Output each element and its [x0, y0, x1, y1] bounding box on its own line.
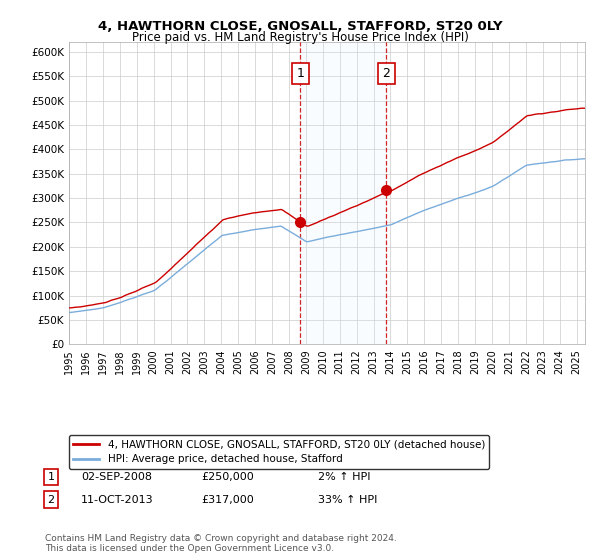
Text: 33% ↑ HPI: 33% ↑ HPI: [318, 494, 377, 505]
Text: 2: 2: [382, 67, 390, 80]
Text: 1: 1: [296, 67, 304, 80]
Text: 11-OCT-2013: 11-OCT-2013: [81, 494, 154, 505]
Text: 1: 1: [47, 472, 55, 482]
Text: 4, HAWTHORN CLOSE, GNOSALL, STAFFORD, ST20 0LY: 4, HAWTHORN CLOSE, GNOSALL, STAFFORD, ST…: [98, 20, 502, 32]
Bar: [300, 42, 386, 344]
Text: £250,000: £250,000: [201, 472, 254, 482]
Legend: 4, HAWTHORN CLOSE, GNOSALL, STAFFORD, ST20 0LY (detached house), HPI: Average pr: 4, HAWTHORN CLOSE, GNOSALL, STAFFORD, ST…: [69, 435, 489, 469]
Text: Price paid vs. HM Land Registry's House Price Index (HPI): Price paid vs. HM Land Registry's House …: [131, 31, 469, 44]
Text: 2: 2: [47, 494, 55, 505]
Text: £317,000: £317,000: [201, 494, 254, 505]
Text: 02-SEP-2008: 02-SEP-2008: [81, 472, 152, 482]
Text: 2% ↑ HPI: 2% ↑ HPI: [318, 472, 371, 482]
Text: Contains HM Land Registry data © Crown copyright and database right 2024.
This d: Contains HM Land Registry data © Crown c…: [45, 534, 397, 553]
